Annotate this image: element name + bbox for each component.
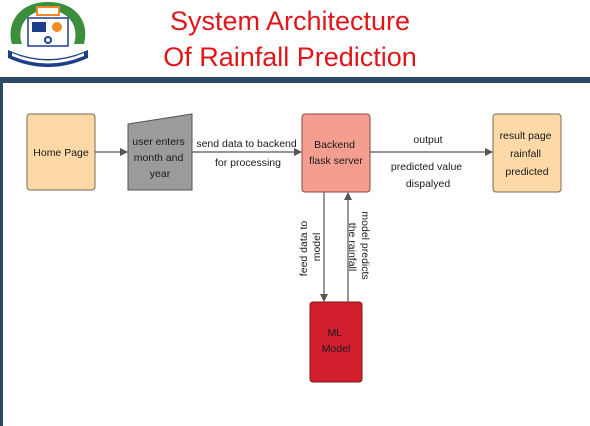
node-backend bbox=[302, 114, 370, 192]
edge-label-send-data: send data to backend for processing bbox=[196, 138, 299, 169]
edge-label-feed-data: feed data to model bbox=[298, 218, 323, 276]
edge-label-output: output bbox=[413, 134, 442, 146]
node-home-page-label: Home Page bbox=[33, 147, 89, 159]
edge-label-predicted-value: predicted value dispalyed bbox=[391, 161, 465, 190]
edge-label-model-predicts: model predicts the rainfall bbox=[346, 211, 371, 282]
svg-text:feed data to model: feed data to model bbox=[298, 218, 323, 276]
node-ml-model bbox=[310, 302, 362, 382]
svg-text:model predicts the rai: model predicts the rainfall bbox=[346, 211, 371, 282]
